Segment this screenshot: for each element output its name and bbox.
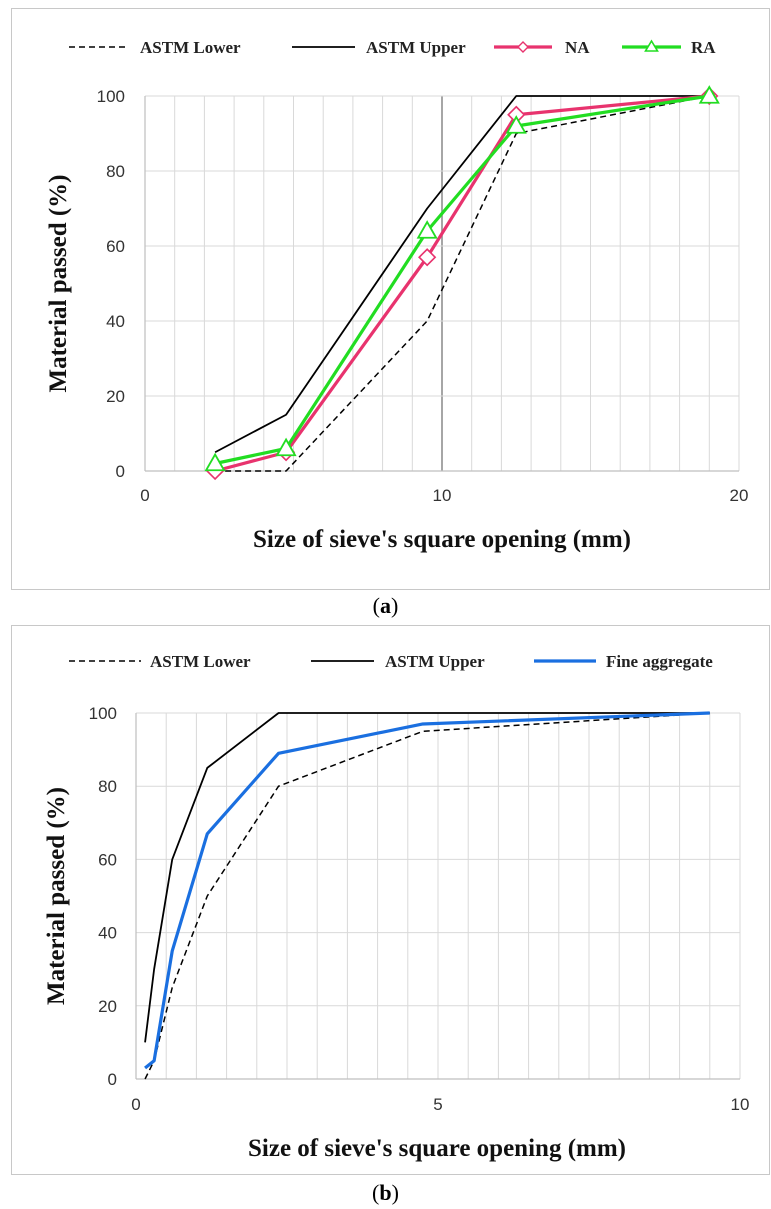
chart-a-legend-astm-lower: ASTM Lower [69, 38, 241, 57]
chart-a-x-tick-label: 10 [433, 486, 452, 505]
chart-b-y-tick-label: 80 [98, 777, 117, 796]
chart-b-line-astm-lower [144, 712, 710, 1080]
chart-a-point-na [418, 248, 437, 267]
caption-b: (b) [0, 1180, 771, 1206]
chart-a-x-tick-label: 0 [140, 486, 149, 505]
chart-b-x-tick-label: 10 [731, 1095, 750, 1114]
chart-b-series-fine-aggregate [144, 711, 710, 1070]
chart-a-legend-label: RA [691, 38, 716, 57]
chart-a-y-tick-label: 60 [106, 237, 125, 256]
caption-a-open: ( [372, 593, 380, 618]
chart-a-line-na [214, 94, 710, 473]
chart-panel-b: 0 5 10 0 20 40 60 80 100 Size of sieve's square o… [11, 625, 770, 1175]
chart-b-x-axis-title: Size of sieve's square opening (mm) [248, 1135, 626, 1162]
chart-a-point-ra [204, 452, 226, 472]
chart-b-legend-astm-lower: ASTM Lower [69, 652, 251, 671]
chart-a-legend-marker [517, 41, 529, 53]
chart-a-legend-ra: RA [622, 38, 716, 57]
chart-a-canvas: 0 10 20 0 20 40 60 80 100 Size of sieve's square … [45, 38, 749, 553]
caption-a-label: a [380, 593, 391, 618]
chart-panel-a: 0 10 20 0 20 40 60 80 100 Size of sieve's square … [11, 8, 770, 590]
chart-a-y-tick-label: 20 [106, 387, 125, 406]
chart-a-series-astm-upper [214, 95, 710, 454]
chart-b-y-tick-label: 0 [108, 1070, 117, 1089]
chart-b-legend-label: ASTM Upper [385, 652, 485, 671]
chart-a-y-tick-label: 0 [116, 462, 125, 481]
chart-a-y-tick-label: 100 [97, 87, 125, 106]
chart-b-series-astm-upper [144, 712, 710, 1043]
chart-b-x-tick-label: 0 [131, 1095, 140, 1114]
chart-a-series-ra [204, 85, 720, 472]
chart-a-series-na [205, 86, 719, 481]
chart-a-y-tick-label: 40 [106, 312, 125, 331]
chart-b-y-tick-label: 100 [89, 704, 117, 723]
caption-a-close: ) [391, 593, 399, 618]
chart-a-legend-marker [644, 39, 659, 52]
chart-a-legend-label: NA [565, 38, 590, 57]
chart-a-line-ra [214, 94, 710, 466]
chart-b-line-fine-aggregate [144, 711, 710, 1070]
chart-b-line-astm-upper [144, 712, 710, 1043]
chart-a-point-ra [275, 437, 297, 457]
caption-b-open: ( [372, 1180, 380, 1205]
chart-a-grid [145, 95, 740, 471]
caption-a: (a) [0, 593, 771, 619]
chart-a-point-ra [505, 115, 527, 134]
chart-b-x-tick-label: 5 [433, 1095, 442, 1114]
chart-b-y-tick-label: 20 [98, 997, 117, 1016]
chart-a-y-axis-title: Material passed (%) [45, 174, 72, 392]
chart-a-x-axis-title: Size of sieve's square opening (mm) [253, 526, 631, 553]
chart-b-legend-label: ASTM Lower [150, 652, 251, 671]
chart-a-legend-astm-upper: ASTM Upper [292, 38, 466, 57]
chart-a-x-tick-label: 20 [730, 486, 749, 505]
chart-a-line-astm-upper [214, 95, 710, 454]
chart-b-y-tick-label: 40 [98, 924, 117, 943]
chart-b-series-astm-lower [144, 712, 710, 1080]
chart-a-legend-label: ASTM Upper [366, 38, 466, 57]
chart-b-y-axis-title: Material passed (%) [43, 787, 70, 1005]
chart-a-y-tick-label: 80 [106, 162, 125, 181]
chart-a-point-ra [416, 220, 438, 239]
chart-a-line-astm-lower [215, 95, 710, 472]
chart-b-y-tick-label: 60 [98, 850, 117, 869]
caption-b-label: b [379, 1180, 392, 1205]
chart-a-series-astm-lower [215, 95, 710, 472]
caption-b-close: ) [391, 1180, 399, 1205]
chart-a-legend-na: NA [494, 38, 590, 57]
chart-b-legend-label: Fine aggregate [606, 652, 713, 671]
chart-b-legend-astm-upper: ASTM Upper [311, 652, 485, 671]
chart-b-legend-fine-aggregate: Fine aggregate [534, 652, 713, 671]
chart-a-point-ra [698, 85, 720, 104]
chart-a-legend-label: ASTM Lower [140, 38, 241, 57]
chart-b-grid [136, 712, 741, 1079]
